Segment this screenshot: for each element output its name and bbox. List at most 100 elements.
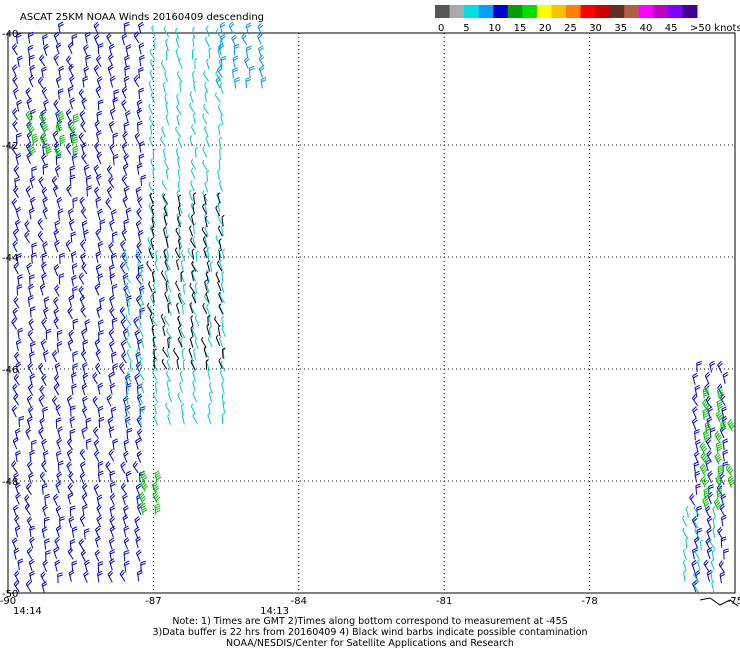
wind-barb	[217, 192, 221, 204]
wind-barb	[72, 318, 79, 330]
wind-barb	[42, 163, 49, 175]
wind-barb	[14, 570, 20, 583]
wind-barb	[15, 206, 22, 219]
wind-barb	[97, 240, 104, 253]
wind-barb	[163, 315, 170, 327]
wind-barb	[37, 230, 44, 243]
wind-barb	[122, 493, 128, 506]
wind-barb	[27, 329, 34, 342]
wind-barb	[55, 122, 63, 135]
wind-barb	[194, 146, 199, 158]
wind-barb	[109, 516, 115, 529]
wind-barb	[65, 108, 72, 121]
wind-barb	[207, 314, 211, 326]
wind-barb	[108, 120, 115, 133]
wind-barb	[17, 55, 23, 68]
wind-barb	[11, 43, 18, 56]
wind-barb	[179, 293, 186, 305]
wind-barb	[65, 239, 71, 253]
wind-barb	[190, 403, 196, 415]
wind-barb	[711, 549, 715, 561]
colorbar-swatch	[449, 5, 465, 18]
wind-barb	[54, 220, 61, 232]
wind-barb	[717, 464, 724, 477]
wind-barb	[97, 405, 104, 418]
wind-barb	[127, 303, 131, 316]
note-line-3: NOAA/NESDIS/Center for Satellite Applica…	[226, 638, 514, 649]
wind-barb	[693, 505, 700, 516]
wind-barb	[57, 110, 65, 123]
wind-barb	[56, 340, 63, 353]
wind-barb	[83, 164, 90, 177]
colorbar-tick-label: 25	[564, 23, 577, 34]
wind-barb	[67, 492, 74, 505]
wind-barb	[136, 207, 143, 220]
wind-barb	[166, 246, 170, 258]
wind-barb	[12, 383, 18, 396]
wind-barb	[167, 302, 171, 314]
wind-barb	[188, 347, 193, 359]
wind-barb	[136, 348, 142, 360]
wind-barb	[204, 293, 211, 305]
wind-barb	[39, 471, 46, 484]
wind-barb	[119, 261, 126, 274]
wind-barb	[54, 145, 62, 158]
wind-barb	[42, 241, 48, 254]
wind-barb	[208, 325, 213, 337]
wind-barb	[705, 505, 711, 518]
wind-barb	[191, 124, 197, 136]
wind-barb	[204, 81, 209, 94]
wind-barb	[685, 505, 689, 518]
wind-barb	[121, 351, 127, 364]
wind-barb	[202, 303, 208, 315]
wind-barb	[110, 209, 117, 221]
wind-barb	[201, 203, 208, 215]
wind-barb	[113, 89, 120, 101]
wind-barb	[96, 110, 103, 123]
wind-barb	[65, 142, 72, 155]
wind-barb	[12, 437, 19, 450]
wind-barb	[136, 450, 143, 463]
wind-barb	[721, 406, 728, 419]
wind-barb	[97, 460, 104, 473]
wind-barb	[140, 174, 147, 187]
wind-barb	[17, 558, 24, 571]
wind-barb	[83, 570, 89, 583]
wind-barb	[13, 87, 19, 100]
wind-barb	[134, 373, 140, 386]
wind-barb	[178, 194, 182, 206]
wind-barb	[93, 164, 100, 177]
wind-barb	[204, 215, 208, 228]
coastline	[699, 597, 739, 607]
wind-barb	[136, 241, 143, 254]
wind-barb	[148, 182, 155, 193]
wind-barb	[134, 516, 141, 529]
wind-barb	[166, 379, 170, 392]
wind-barb	[160, 270, 167, 281]
wind-barb	[107, 570, 114, 583]
wind-barb	[166, 281, 172, 293]
wind-barb	[165, 402, 171, 414]
wind-barb	[694, 384, 701, 397]
wind-barb	[194, 58, 198, 70]
wind-barb	[208, 382, 213, 394]
wind-barb	[180, 270, 184, 282]
wind-barb	[123, 21, 130, 34]
wind-barb	[40, 571, 46, 584]
wind-barb	[151, 25, 156, 37]
wind-barb	[121, 86, 128, 99]
wind-barb	[69, 505, 76, 517]
wind-barb	[696, 527, 703, 540]
wind-barb	[13, 547, 20, 560]
wind-barb	[15, 339, 22, 352]
wind-barb	[219, 147, 223, 159]
lat-tick-label: -40	[2, 29, 18, 40]
wind-barb	[119, 569, 126, 582]
wind-barb	[83, 44, 89, 57]
wind-barb	[81, 220, 88, 232]
wind-barb	[692, 406, 698, 419]
wind-barb	[81, 383, 88, 396]
wind-barb	[55, 154, 62, 166]
wind-barb	[124, 414, 131, 426]
wind-barb	[692, 372, 698, 385]
